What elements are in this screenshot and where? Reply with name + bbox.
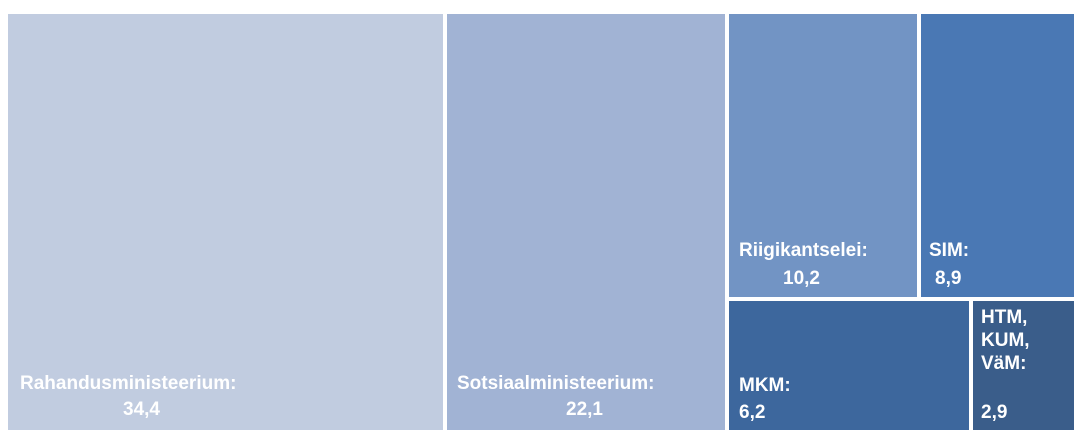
tile-value: 8,9 xyxy=(935,268,962,289)
treemap-tile: SIM: 8,9 xyxy=(921,14,1074,297)
tile-value: 6,2 xyxy=(739,402,766,423)
treemap-tile: HTM, KUM, VäM: 2,9 xyxy=(973,301,1074,430)
treemap-tile: Sotsiaalministeerium: 22,1 xyxy=(447,14,725,430)
tile-label: Rahandusministeerium: xyxy=(20,373,237,394)
tile-label: HTM, KUM, VäM: xyxy=(981,307,1030,374)
tile-label: SIM: xyxy=(929,240,970,261)
treemap-tile: Rahandusministeerium: 34,4 xyxy=(8,14,443,430)
treemap-tile: MKM: 6,2 xyxy=(729,301,969,430)
tile-value: 22,1 xyxy=(566,399,603,420)
tile-label: Riigikantselei: xyxy=(739,240,868,261)
tile-label: Sotsiaalministeerium: xyxy=(457,373,655,394)
treemap-tile: Riigikantselei: 10,2 xyxy=(729,14,917,297)
tile-label: MKM: xyxy=(739,375,791,396)
tile-value: 34,4 xyxy=(123,399,160,420)
tile-value: 2,9 xyxy=(981,402,1008,423)
tile-value: 10,2 xyxy=(783,268,820,289)
